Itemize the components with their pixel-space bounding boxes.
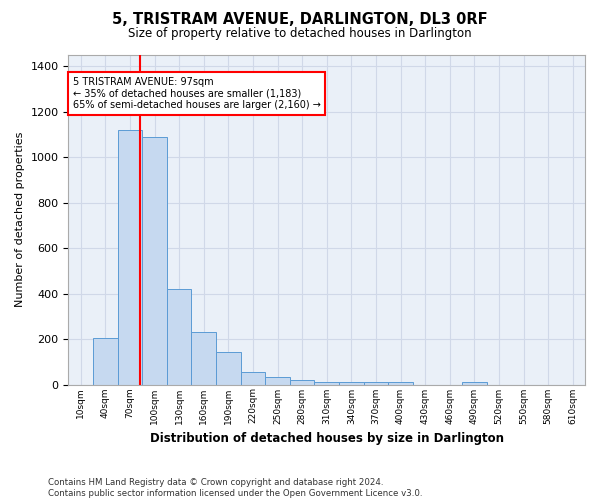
Bar (93, 338, 118, 384)
Text: Contains HM Land Registry data © Crown copyright and database right 2024.
Contai: Contains HM Land Registry data © Crown c… (48, 478, 422, 498)
Bar (339, 382, 364, 384)
Bar (241, 372, 265, 384)
Bar (314, 382, 339, 384)
Bar (191, 332, 216, 384)
Bar (216, 352, 241, 384)
Bar (388, 382, 413, 384)
Text: 5 TRISTRAM AVENUE: 97sqm
← 35% of detached houses are smaller (1,183)
65% of sem: 5 TRISTRAM AVENUE: 97sqm ← 35% of detach… (73, 76, 320, 110)
Y-axis label: Number of detached properties: Number of detached properties (15, 132, 25, 308)
Text: 5, TRISTRAM AVENUE, DARLINGTON, DL3 0RF: 5, TRISTRAM AVENUE, DARLINGTON, DL3 0RF (112, 12, 488, 28)
Text: Size of property relative to detached houses in Darlington: Size of property relative to detached ho… (128, 28, 472, 40)
Bar (167, 289, 191, 384)
Bar (265, 376, 290, 384)
Bar (290, 380, 314, 384)
Bar (462, 382, 487, 384)
Bar (118, 130, 142, 384)
Bar (364, 382, 388, 384)
Bar (142, 137, 167, 384)
X-axis label: Distribution of detached houses by size in Darlington: Distribution of detached houses by size … (150, 432, 504, 445)
